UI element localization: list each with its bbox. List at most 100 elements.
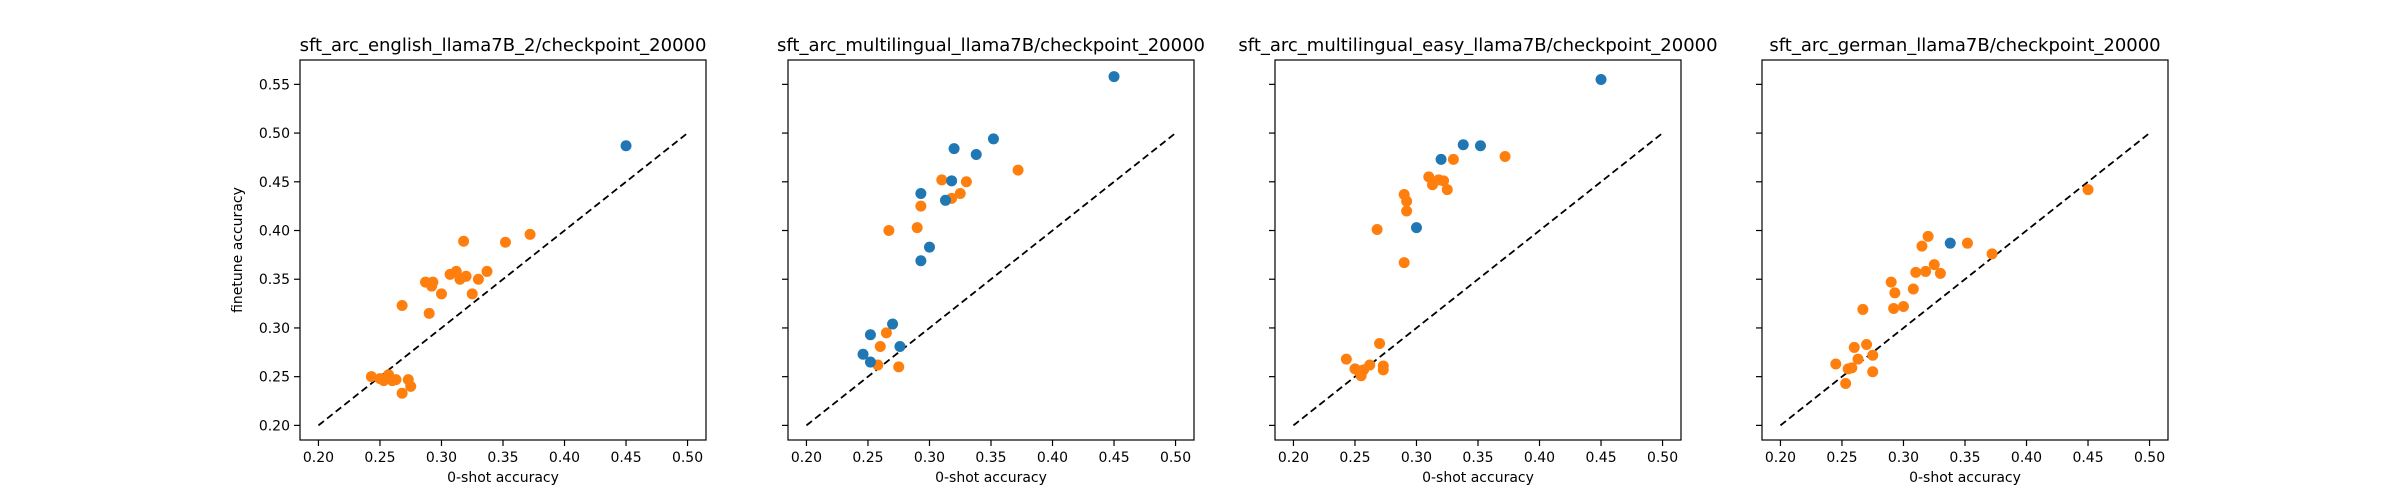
blue-point <box>946 175 958 187</box>
orange-point <box>524 228 536 240</box>
x-tick-label: 0.25 <box>1826 450 1857 466</box>
x-tick-label: 0.20 <box>791 450 822 466</box>
blue-point <box>915 255 927 267</box>
orange-point <box>2082 184 2094 196</box>
orange-point <box>390 374 402 386</box>
x-tick-label: 0.50 <box>1160 450 1191 466</box>
y-tick-label: 0.30 <box>259 321 290 337</box>
x-tick-label: 0.35 <box>1462 450 1493 466</box>
y-tick-label: 0.55 <box>259 77 290 93</box>
orange-point <box>405 380 417 392</box>
orange-point <box>1889 287 1901 299</box>
orange-point <box>1349 363 1361 375</box>
orange-point <box>1401 195 1413 207</box>
orange-point <box>1423 171 1435 183</box>
blue-point <box>1474 140 1486 152</box>
x-tick-label: 0.50 <box>1647 450 1678 466</box>
blue-point <box>857 348 869 360</box>
blue-point <box>864 356 876 368</box>
blue-point <box>948 143 960 155</box>
orange-point <box>460 270 472 282</box>
orange-point <box>1340 353 1352 365</box>
orange-point <box>874 340 886 352</box>
x-tick-label: 0.35 <box>487 450 518 466</box>
orange-point <box>960 176 972 188</box>
x-tick-label: 0.45 <box>610 450 641 466</box>
blue-point <box>1457 139 1469 151</box>
x-axis-label: 0-shot accuracy <box>935 470 1047 486</box>
blue-point <box>970 149 982 161</box>
x-tick-label: 0.25 <box>1339 450 1370 466</box>
orange-point <box>466 288 478 300</box>
chart-title: sft_arc_multilingual_easy_llama7B/checkp… <box>1238 35 1717 56</box>
orange-point <box>499 236 511 248</box>
orange-point <box>1922 230 1934 242</box>
orange-point <box>1888 302 1900 314</box>
orange-point <box>883 225 895 237</box>
orange-point <box>1986 248 1998 260</box>
x-tick-label: 0.30 <box>426 450 457 466</box>
orange-point <box>396 300 408 312</box>
blue-point <box>887 318 899 330</box>
blue-point <box>939 194 951 206</box>
orange-point <box>1857 303 1869 315</box>
orange-point <box>1374 338 1386 350</box>
y-tick-label: 0.45 <box>259 175 290 191</box>
orange-point <box>1852 353 1864 365</box>
orange-point <box>1499 150 1511 162</box>
orange-point <box>915 200 927 212</box>
orange-point <box>936 174 948 186</box>
orange-point <box>1885 276 1897 288</box>
orange-point <box>1934 267 1946 279</box>
x-tick-label: 0.50 <box>2134 450 2165 466</box>
x-tick-label: 0.30 <box>1888 450 1919 466</box>
orange-point <box>1830 358 1842 370</box>
orange-point <box>1867 349 1879 361</box>
chart-title: sft_arc_german_llama7B/checkpoint_20000 <box>1769 35 2160 56</box>
blue-point <box>894 340 906 352</box>
x-tick-label: 0.25 <box>364 450 395 466</box>
x-tick-label: 0.40 <box>549 450 580 466</box>
orange-point <box>472 273 484 285</box>
subplot-1: 0.20 0.25 0.30 0.35 0.40 0.45 0.50 0.20 0.25 0.30… <box>230 35 707 486</box>
blue-point <box>620 140 632 152</box>
x-axis-label: 0-shot accuracy <box>1909 470 2021 486</box>
axes-frame <box>1761 59 2169 441</box>
blue-point <box>1595 73 1607 85</box>
orange-point <box>1401 205 1413 217</box>
x-tick-label: 0.20 <box>303 450 334 466</box>
reference-diagonal-line <box>1292 132 1664 427</box>
blue-point <box>1435 153 1447 165</box>
y-axis-label: finetune accuracy <box>230 187 246 313</box>
blue-point <box>864 329 876 341</box>
subplot-4: 0.20 0.25 0.30 0.35 0.40 0.45 0.50 sft_arc_germ… <box>1756 35 2169 486</box>
orange-point <box>423 307 435 319</box>
x-axis-label: 0-shot accuracy <box>1422 470 1534 486</box>
x-tick-label: 0.30 <box>914 450 945 466</box>
axes-frame <box>1274 59 1682 441</box>
y-tick-label: 0.40 <box>259 224 290 240</box>
x-tick-label: 0.40 <box>2011 450 2042 466</box>
y-tick-label: 0.35 <box>259 272 290 288</box>
reference-diagonal-line <box>805 132 1177 427</box>
y-tick-label: 0.50 <box>259 126 290 142</box>
orange-point <box>1907 283 1919 295</box>
x-tick-label: 0.45 <box>1098 450 1129 466</box>
orange-point <box>1840 377 1852 389</box>
subplot-3: 0.20 0.25 0.30 0.35 0.40 0.45 0.50 sft_arc_mult… <box>1238 35 1717 486</box>
orange-point <box>1897 301 1909 313</box>
y-tick-label: 0.20 <box>259 418 290 434</box>
x-tick-label: 0.20 <box>1278 450 1309 466</box>
axes-frame <box>299 59 707 441</box>
orange-point <box>435 288 447 300</box>
x-tick-label: 0.20 <box>1765 450 1796 466</box>
orange-point <box>1842 363 1854 375</box>
orange-point <box>481 265 493 277</box>
orange-point <box>1012 164 1024 176</box>
orange-point <box>1398 257 1410 269</box>
blue-point <box>1108 71 1120 83</box>
orange-point <box>1377 364 1389 376</box>
orange-point <box>1861 339 1873 351</box>
orange-point <box>1848 341 1860 353</box>
blue-point <box>915 187 927 199</box>
